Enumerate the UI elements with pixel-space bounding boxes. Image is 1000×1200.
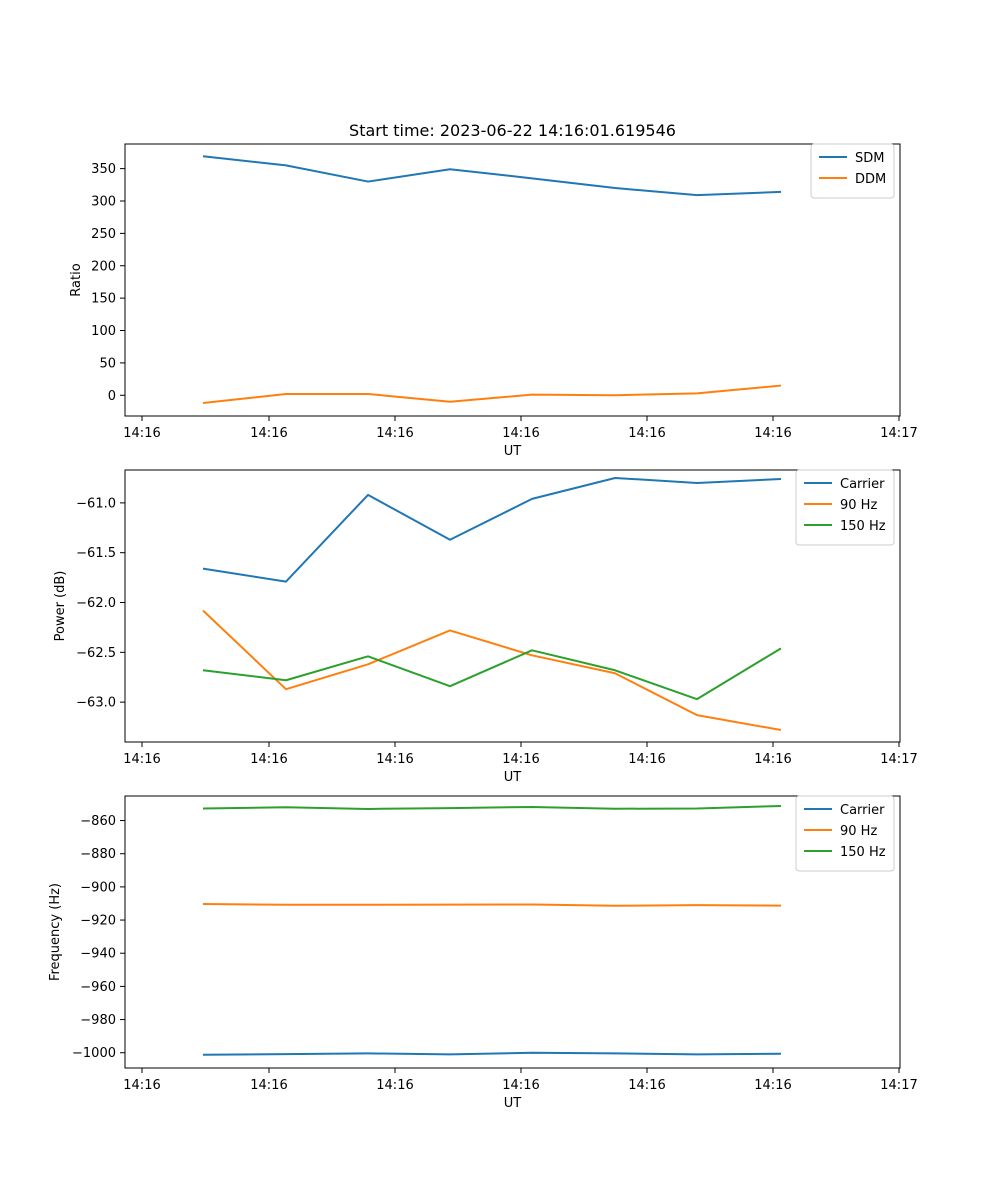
legend-label: 150 Hz	[840, 519, 886, 534]
x-axis-label: UT	[504, 770, 522, 785]
y-tick-label: 100	[91, 324, 116, 339]
y-tick-label: −62.0	[76, 596, 116, 611]
y-tick-label: 300	[91, 194, 116, 209]
axes-frame	[124, 795, 901, 1069]
x-tick-label: 14:17	[880, 426, 917, 441]
y-tick-label: −61.0	[76, 496, 116, 511]
legend-label: Carrier	[840, 477, 885, 492]
x-tick-label: 14:16	[376, 752, 413, 767]
x-tick-label: 14:16	[123, 1078, 160, 1093]
x-tick-label: 14:16	[376, 1078, 413, 1093]
subplot-3: 14:16 14:16 14:16 14:16 14:16 14:16 14:17 UT −86…	[48, 795, 918, 1111]
series-line-sdm	[202, 155, 782, 197]
x-tick-label: 14:16	[502, 426, 539, 441]
x-tick-label: 14:16	[754, 752, 791, 767]
y-tick-label: −900	[80, 880, 116, 895]
x-tick-label: 14:16	[628, 426, 665, 441]
y-tick-label: 250	[91, 227, 116, 242]
x-tick-label: 14:17	[880, 752, 917, 767]
y-tick-label: 200	[91, 259, 116, 274]
y-axis-label: Frequency (Hz)	[48, 883, 63, 981]
x-tick-label: 14:16	[376, 426, 413, 441]
legend-box	[795, 469, 895, 546]
series-line-carrier	[202, 476, 782, 583]
x-tick-label: 14:16	[754, 1078, 791, 1093]
series-line-90-hz	[202, 902, 782, 907]
y-tick-label: −980	[80, 1013, 116, 1028]
legend-label: Carrier	[840, 803, 885, 818]
y-tick-label: 150	[91, 292, 116, 307]
legend-label: 90 Hz	[840, 824, 877, 839]
axes-frame	[124, 143, 901, 417]
x-tick-label: 14:16	[250, 752, 287, 767]
y-tick-label: 350	[91, 162, 116, 177]
series-line-150-hz	[202, 804, 782, 810]
legend-box	[795, 795, 895, 872]
series-line-ddm	[202, 384, 782, 405]
y-tick-label: −63.0	[76, 696, 116, 711]
chart-title: Start time: 2023-06-22 14:16:01.619546	[349, 121, 676, 140]
series-line-carrier	[202, 1051, 782, 1056]
y-tick-label: 50	[99, 356, 116, 371]
legend-label: 150 Hz	[840, 845, 886, 860]
y-tick-label: −62.5	[76, 646, 116, 661]
y-tick-label: −1000	[72, 1046, 116, 1061]
series-line-90-hz	[202, 609, 782, 732]
legend: Carrier 90 Hz 150 Hz	[795, 795, 895, 872]
y-axis-label: Power (dB)	[53, 571, 68, 642]
x-tick-label: 14:16	[628, 1078, 665, 1093]
x-tick-label: 14:16	[123, 752, 160, 767]
x-tick-label: 14:16	[502, 1078, 539, 1093]
y-tick-label: −61.5	[76, 546, 116, 561]
axes-frame	[124, 469, 901, 743]
legend: Carrier 90 Hz 150 Hz	[795, 469, 895, 546]
x-axis-label: UT	[504, 1096, 522, 1111]
legend: SDM DDM	[810, 143, 895, 199]
x-tick-label: 14:17	[880, 1078, 917, 1093]
subplot-1: Start time: 2023-06-22 14:16:01.619546 14…	[69, 121, 918, 459]
series-line-150-hz	[202, 647, 782, 701]
legend-label: 90 Hz	[840, 498, 877, 513]
legend-label: SDM	[855, 151, 884, 166]
x-tick-label: 14:16	[754, 426, 791, 441]
y-tick-label: −960	[80, 980, 116, 995]
y-tick-label: −860	[80, 814, 116, 829]
y-tick-label: −880	[80, 847, 116, 862]
x-tick-label: 14:16	[628, 752, 665, 767]
y-tick-label: −940	[80, 947, 116, 962]
x-tick-label: 14:16	[250, 1078, 287, 1093]
legend-label: DDM	[855, 172, 886, 187]
x-axis-label: UT	[504, 444, 522, 459]
x-tick-label: 14:16	[502, 752, 539, 767]
subplot-2: 14:16 14:16 14:16 14:16 14:16 14:16 14:17 UT −61…	[53, 469, 918, 785]
x-tick-label: 14:16	[123, 426, 160, 441]
y-axis-label: Ratio	[69, 263, 84, 296]
y-tick-label: −920	[80, 914, 116, 929]
y-tick-label: 0	[108, 389, 116, 404]
x-tick-label: 14:16	[250, 426, 287, 441]
